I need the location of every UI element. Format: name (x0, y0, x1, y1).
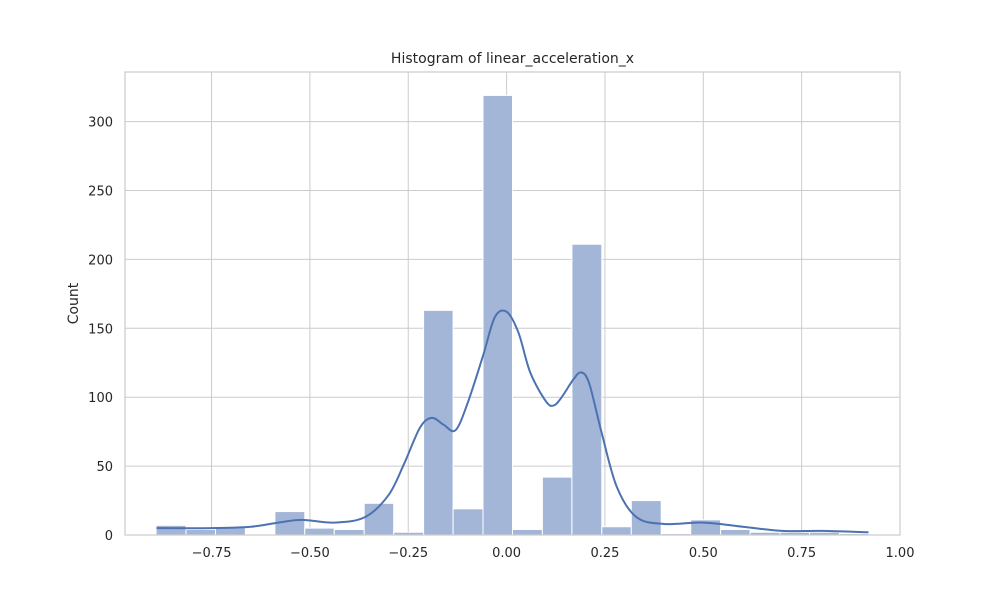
x-tick-label: 0.25 (590, 546, 619, 561)
kde-line (156, 309, 869, 534)
histogram-bar (541, 476, 573, 536)
histogram-bar (304, 527, 335, 536)
y-tick-label: 300 (88, 116, 113, 131)
y-tick-labels: 0 50 100 150 200 250 300 (88, 116, 113, 544)
histogram-bar (720, 528, 751, 536)
histogram-bars (155, 94, 870, 536)
histogram-bar (571, 243, 603, 536)
histogram-bar (452, 508, 484, 536)
y-axis-title: Count (66, 282, 82, 324)
histogram-bar (482, 94, 514, 536)
plot-frame (124, 71, 901, 536)
y-tick-label: 50 (96, 460, 113, 475)
y-tick-label: 200 (88, 253, 113, 268)
histogram-bar (185, 528, 216, 536)
x-tick-label: 0.00 (492, 546, 521, 561)
y-tick-label: 100 (88, 391, 113, 406)
x-tick-label: −0.75 (192, 546, 232, 561)
x-tick-label: −0.25 (388, 546, 428, 561)
x-tick-label: −0.50 (290, 546, 330, 561)
y-tick-label: 250 (88, 185, 113, 200)
histogram-bar (363, 502, 395, 536)
histogram-bar (512, 528, 543, 536)
y-tick-label: 0 (105, 529, 113, 544)
x-tick-label: 0.50 (689, 546, 718, 561)
x-tick-labels: −0.75 −0.50 −0.25 0.00 0.25 0.50 0.75 1.00 (192, 546, 915, 561)
histogram-bar (423, 309, 454, 536)
y-tick-label: 150 (88, 322, 113, 337)
histogram-bar (601, 526, 632, 536)
chart-title: Histogram of linear_acceleration_x (391, 51, 634, 67)
x-tick-label: 0.75 (787, 546, 816, 561)
histogram-bar (155, 524, 187, 536)
histogram-bar (333, 528, 365, 536)
x-tick-label: 1.00 (886, 546, 915, 561)
